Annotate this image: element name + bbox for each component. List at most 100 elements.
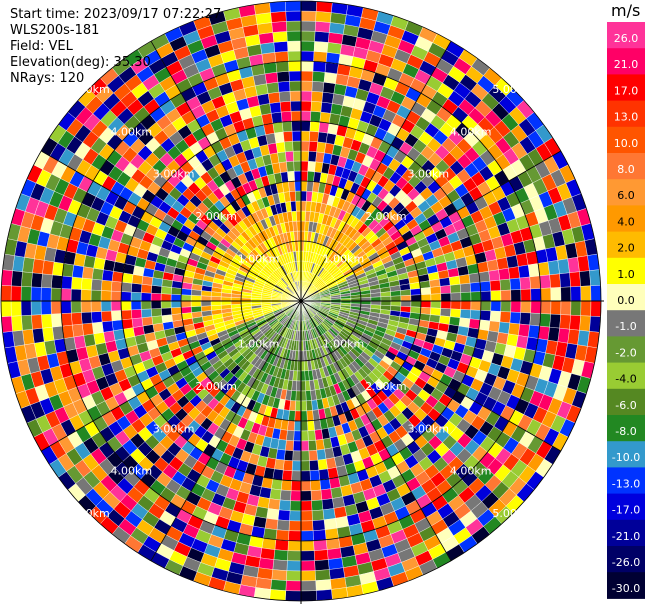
velocity-bin [300,560,316,572]
velocity-bin [314,31,330,43]
velocity-bin [300,380,306,392]
velocity-bin [286,560,302,572]
velocity-bin [311,509,325,521]
velocity-bin [121,272,134,284]
colorbar-tick-label: -1.0 [615,320,636,333]
velocity-bin [291,210,297,222]
velocity-bin [327,32,344,45]
velocity-bin [580,300,592,317]
velocity-bin [390,290,402,297]
velocity-bin [308,141,318,153]
velocity-bin [300,120,311,132]
velocity-bin [306,410,314,422]
velocity-bin [264,72,279,84]
velocity-bin [410,294,422,302]
velocity-bin [450,300,462,310]
velocity-bin [291,470,302,482]
velocity-bin [180,300,192,308]
velocity-bin [312,519,326,531]
velocity-bin [269,101,282,114]
range-ring-label: 2.00km [195,380,237,393]
velocity-bin [330,486,343,499]
velocity-bin [265,132,277,145]
velocity-bin [300,210,306,222]
velocity-bin [289,90,302,102]
velocity-bin [520,288,532,302]
velocity-bin [151,308,162,317]
velocity-bin [430,307,441,316]
velocity-bin [300,550,315,562]
velocity-bin [449,284,461,294]
velocity-bin [295,400,302,412]
velocity-bin [258,557,275,570]
velocity-bin [308,449,318,461]
colorbar-tick-label: 4.0 [617,215,635,228]
velocity-bin [20,286,32,302]
velocity-bin [300,490,312,502]
velocity-bin [288,60,302,72]
colorbar-tick-label: -4.0 [615,373,636,386]
velocity-bin [288,180,296,192]
colorbar-tick-label: 17.0 [614,84,639,97]
velocity-bin [307,420,315,432]
velocity-bin [529,312,541,327]
velocity-bin [380,296,392,302]
velocity-bin [288,530,302,542]
velocity-bin [71,312,83,326]
velocity-bin [41,313,53,329]
velocity-bin [310,101,323,113]
velocity-bin [547,326,560,342]
velocity-bin [293,160,302,172]
velocity-bin [267,91,281,104]
velocity-bin [300,10,317,22]
velocity-bin [400,300,412,307]
velocity-bin [450,292,462,302]
velocity-bin [380,291,392,297]
velocity-bin [480,290,492,302]
velocity-bin [469,281,481,293]
velocity-bin [275,141,286,154]
velocity-bin [269,1,287,13]
velocity-bin [325,457,337,470]
velocity-bin [490,290,502,302]
velocity-bin [275,61,290,73]
velocity-bin [120,300,132,311]
velocity-bin [579,270,591,287]
velocity-bin [300,0,317,12]
velocity-bin [508,266,520,280]
instrument-label: WLS200s-181 [10,23,100,38]
velocity-bin [80,289,92,302]
velocity-bin [589,315,601,333]
velocity-bin [279,489,292,501]
velocity-bin [321,91,335,104]
velocity-bin [300,440,310,452]
velocity-bin [289,510,302,522]
velocity-bin [489,279,501,292]
velocity-bin [498,321,511,335]
velocity-bin [300,80,313,92]
colorbar-tick-label: -8.0 [615,425,636,438]
velocity-bin [171,313,183,322]
velocity-bin [313,41,329,53]
velocity-bin [101,269,114,282]
velocity-bin [281,121,293,133]
velocity-bin [509,277,521,291]
velocity-bin [309,469,321,481]
velocity-bin [420,307,432,315]
velocity-bin [317,458,328,471]
velocity-bin [300,60,314,72]
velocity-bin [269,589,287,601]
velocity-bin [140,300,152,310]
velocity-bin [296,380,302,392]
velocity-bin [488,320,501,333]
velocity-bin [322,508,336,520]
velocity-bin [300,190,307,202]
velocity-bin [300,220,306,232]
velocity-bin [567,329,580,346]
velocity-bin [560,286,572,302]
velocity-bin [70,300,82,314]
velocity-bin [311,81,325,93]
velocity-bin [279,101,292,113]
velocity-bin [300,150,310,162]
velocity-bin [111,310,123,322]
